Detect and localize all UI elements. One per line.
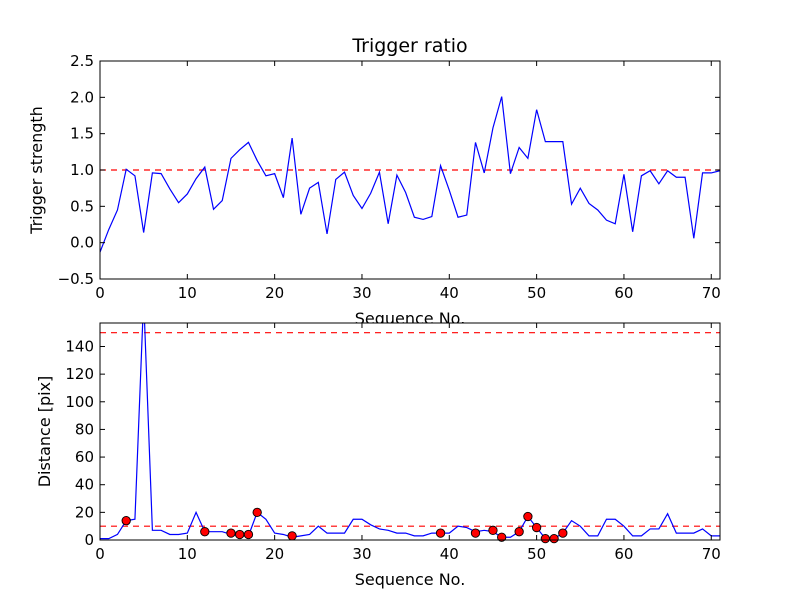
top-x-tick-label: 20 (265, 284, 284, 302)
bottom-marker-point (252, 507, 262, 518)
bottom-x-tick-label: 50 (527, 545, 546, 563)
top-x-tick-label: 30 (352, 284, 371, 302)
bottom-y-tick-label: 100 (65, 393, 94, 411)
bottom-y-tick-label: 40 (75, 476, 94, 494)
bottom-marker-point (470, 528, 481, 538)
bottom-x-tick-label: 0 (95, 545, 105, 563)
top-x-tick-label: 60 (614, 284, 633, 302)
bottom-y-tick-label: 0 (84, 531, 94, 549)
top-series-line (100, 96, 720, 253)
bottom-y-axis-label: Distance [pix] (35, 376, 54, 488)
bottom-plot-area (100, 323, 720, 540)
top-chart-title: Trigger ratio (351, 35, 467, 57)
bottom-x-tick-label: 10 (178, 545, 197, 563)
top-y-tick-label: 0.5 (70, 197, 94, 215)
trigger-ratio-chart: 0 10 20 30 40 50 60 70−0.50.00.51.01.52.02.5Seq… (27, 35, 721, 328)
bottom-marker-point (549, 533, 559, 544)
bottom-y-tick-label: 140 (65, 337, 94, 355)
bottom-marker-point (287, 531, 297, 541)
bottom-marker-point (243, 529, 254, 540)
top-y-tick-label: −0.5 (58, 270, 94, 288)
bottom-marker-point (558, 528, 568, 538)
bottom-marker-point (200, 527, 210, 537)
bottom-y-tick-label: 20 (75, 503, 94, 521)
bottom-marker-point (540, 533, 551, 544)
bottom-x-tick-label: 30 (352, 545, 371, 563)
bottom-marker-point (497, 532, 507, 542)
top-x-tick-label: 40 (440, 284, 459, 302)
bottom-x-tick-label: 40 (440, 545, 459, 563)
bottom-marker-point (531, 522, 542, 533)
top-x-tick-label: 10 (178, 284, 197, 302)
bottom-marker-point (226, 528, 236, 538)
bottom-y-tick-label: 60 (75, 448, 94, 466)
top-y-tick-label: 2.0 (70, 88, 94, 106)
top-y-axis-label: Trigger strength (27, 106, 46, 235)
top-y-tick-label: 1.5 (70, 125, 94, 143)
top-x-tick-label: 0 (95, 284, 105, 302)
bottom-marker-point (235, 529, 245, 540)
top-y-tick-label: 2.5 (70, 52, 94, 70)
top-y-tick-label: 1.0 (70, 161, 94, 179)
top-x-tick-label: 50 (527, 284, 546, 302)
bottom-marker-point (488, 525, 498, 535)
bottom-marker-point (435, 528, 446, 538)
top-y-tick-label: 0.0 (70, 234, 94, 252)
bottom-x-axis-label: Sequence No. (355, 570, 466, 589)
bottom-marker-point (514, 527, 524, 537)
bottom-x-tick-label: 20 (265, 545, 284, 563)
top-data-layer (100, 96, 720, 253)
bottom-axes-frame (99, 322, 721, 541)
bottom-y-tick-label: 120 (65, 365, 94, 383)
bottom-marker-point (121, 515, 131, 526)
top-x-tick-label: 70 (702, 284, 721, 302)
bottom-x-tick-label: 70 (702, 545, 721, 563)
bottom-x-tick-label: 60 (614, 545, 633, 563)
bottom-y-tick-label: 80 (75, 420, 94, 438)
distance-chart: 0 10 20 30 40 50 60 70 0 20 40 60 80 100 120 140 Sequenc… (35, 322, 721, 589)
bottom-marker-point (523, 511, 533, 522)
